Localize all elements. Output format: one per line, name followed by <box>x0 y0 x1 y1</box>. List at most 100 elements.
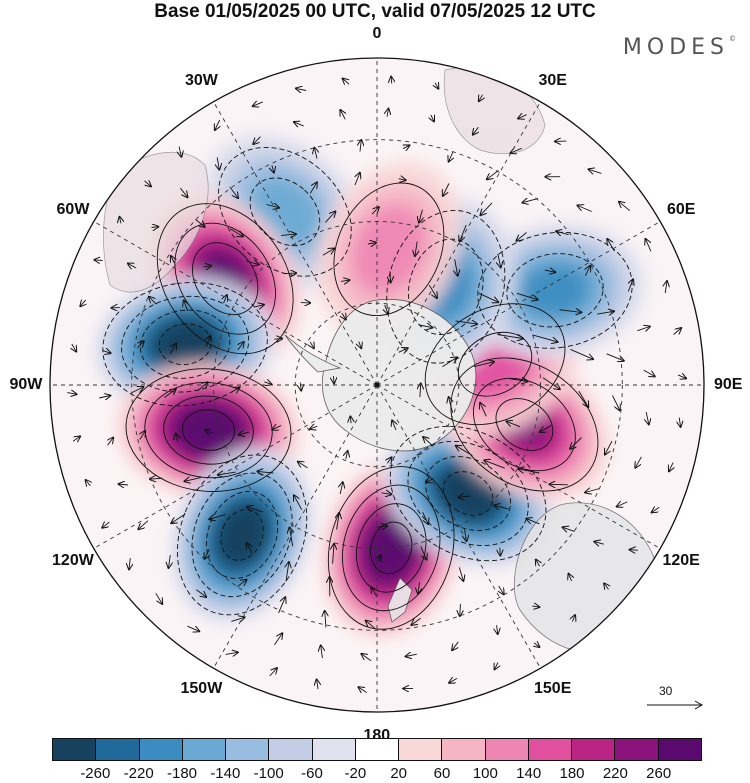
wind-vector <box>589 169 602 173</box>
colorbar-tick-label: -180 <box>166 765 198 782</box>
wind-vector <box>346 451 348 460</box>
wind-vector <box>298 462 308 469</box>
wind-vector <box>442 357 458 367</box>
meridian-line <box>93 221 378 386</box>
wind-vector <box>617 502 628 507</box>
anomaly-contour <box>121 295 250 393</box>
colorbar-segment <box>528 739 573 760</box>
wind-vector <box>449 151 453 162</box>
wind-vector <box>498 253 501 268</box>
wind-vector <box>269 668 277 677</box>
wind-vector <box>218 472 236 475</box>
wind-vector <box>224 295 227 304</box>
colorbar-segment <box>399 739 443 760</box>
anomaly-contour <box>144 382 273 479</box>
wind-vector <box>518 115 527 119</box>
colorbar-segment <box>226 739 270 760</box>
wind-vector <box>310 342 314 349</box>
wind-vector <box>460 224 467 241</box>
colorbar <box>52 738 702 761</box>
colorbar-tick-label: 260 <box>646 765 672 782</box>
wind-vector <box>480 403 487 417</box>
wind-vector <box>197 382 208 392</box>
anomaly-contour <box>327 466 455 630</box>
wind-vector <box>420 384 421 398</box>
longitude-label: 90E <box>714 376 743 393</box>
wind-vector <box>391 77 392 84</box>
wind-vector <box>431 115 434 121</box>
wind-vector <box>72 343 77 352</box>
wind-vector <box>455 321 477 324</box>
wind-vector <box>507 421 521 428</box>
wind-vector <box>495 662 499 670</box>
colorbar-tick-label: -260 <box>80 765 111 782</box>
meridian-line <box>93 384 378 549</box>
reference-arrow <box>647 700 704 710</box>
colorbar-tick-label: -20 <box>344 765 367 782</box>
wind-vector <box>473 362 494 368</box>
anomaly-contour <box>218 146 352 277</box>
wind-vector <box>286 562 289 582</box>
wind-vector <box>217 157 219 169</box>
wind-vector <box>559 310 582 313</box>
wind-vector <box>281 234 296 235</box>
wind-vector <box>518 469 540 474</box>
wind-vector <box>325 611 326 628</box>
wind-vector <box>322 249 334 256</box>
chart-title: Base 01/05/2025 00 UTC, valid 07/05/2025… <box>154 1 596 22</box>
anomaly-fill <box>443 471 493 516</box>
wind-vector <box>340 110 345 120</box>
wind-vector <box>669 462 673 472</box>
map-outline <box>49 57 705 713</box>
wind-vector <box>184 301 188 311</box>
wind-vector <box>646 239 652 252</box>
wind-vector <box>540 424 553 432</box>
wind-vector <box>187 626 199 631</box>
wind-vector <box>169 555 171 568</box>
wind-vector <box>585 266 590 276</box>
wind-vector <box>209 514 226 520</box>
anomaly-contour <box>249 177 321 247</box>
wind-vector <box>129 558 130 569</box>
wind-vector <box>458 496 471 498</box>
colorbar-tick-label: -140 <box>210 765 241 782</box>
wind-vector <box>350 417 351 424</box>
anomaly-contour <box>206 490 279 579</box>
colorbar-segment <box>658 739 701 760</box>
meridian-line <box>213 101 378 386</box>
colorbar-segment <box>96 739 140 760</box>
wind-vector <box>628 279 633 292</box>
wind-vector <box>229 186 238 198</box>
wind-vector <box>237 580 246 588</box>
wind-vector <box>149 297 157 305</box>
wind-vector <box>500 547 501 556</box>
wind-vector <box>381 493 392 495</box>
longitude-label: 150E <box>534 679 572 697</box>
wind-vector <box>294 495 303 510</box>
longitude-label: 60E <box>666 200 696 218</box>
colorbar-segment <box>182 739 227 760</box>
wind-vector <box>516 292 538 299</box>
anomaly-fill <box>159 323 212 365</box>
longitude-label: 0 <box>372 25 382 42</box>
longitude-label: 120W <box>52 551 94 569</box>
colorbar-segment <box>269 739 313 760</box>
longitude-label: 120E <box>662 551 700 569</box>
wind-vector <box>420 546 427 560</box>
longitude-label: 30W <box>185 72 218 90</box>
wind-vector <box>572 615 575 621</box>
wind-vector <box>532 606 539 607</box>
wind-vector <box>419 325 432 328</box>
wind-vector <box>637 327 649 331</box>
anomaly-contour <box>102 282 268 407</box>
wind-vector <box>578 390 588 407</box>
wind-vector <box>449 397 453 414</box>
colorbar-segment <box>139 739 183 760</box>
wind-vector <box>449 678 458 682</box>
wind-vector <box>473 126 479 135</box>
wind-vector <box>422 512 429 524</box>
wind-vector <box>86 480 91 486</box>
anomaly-contour <box>370 521 413 575</box>
wind-vector <box>563 527 575 531</box>
wind-vector <box>549 484 568 485</box>
